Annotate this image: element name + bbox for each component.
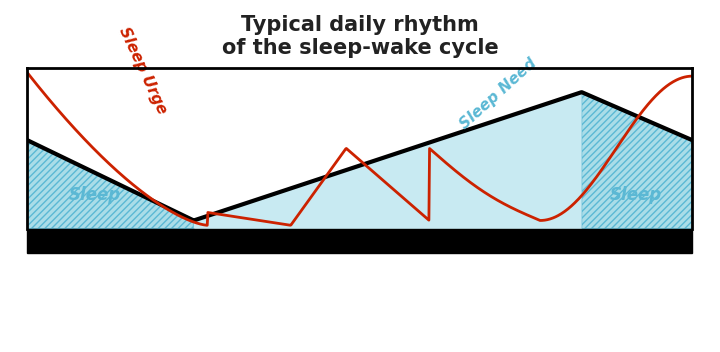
- Title: Typical daily rhythm
of the sleep-wake cycle: Typical daily rhythm of the sleep-wake c…: [222, 15, 498, 58]
- Text: Sleep Urge: Sleep Urge: [116, 24, 170, 116]
- Text: Sleep Need: Sleep Need: [457, 56, 539, 132]
- Bar: [27, 228, 693, 253]
- Text: Sleep: Sleep: [609, 186, 662, 203]
- Text: Sleep: Sleep: [69, 186, 121, 203]
- Text: Noon: Noon: [336, 265, 384, 283]
